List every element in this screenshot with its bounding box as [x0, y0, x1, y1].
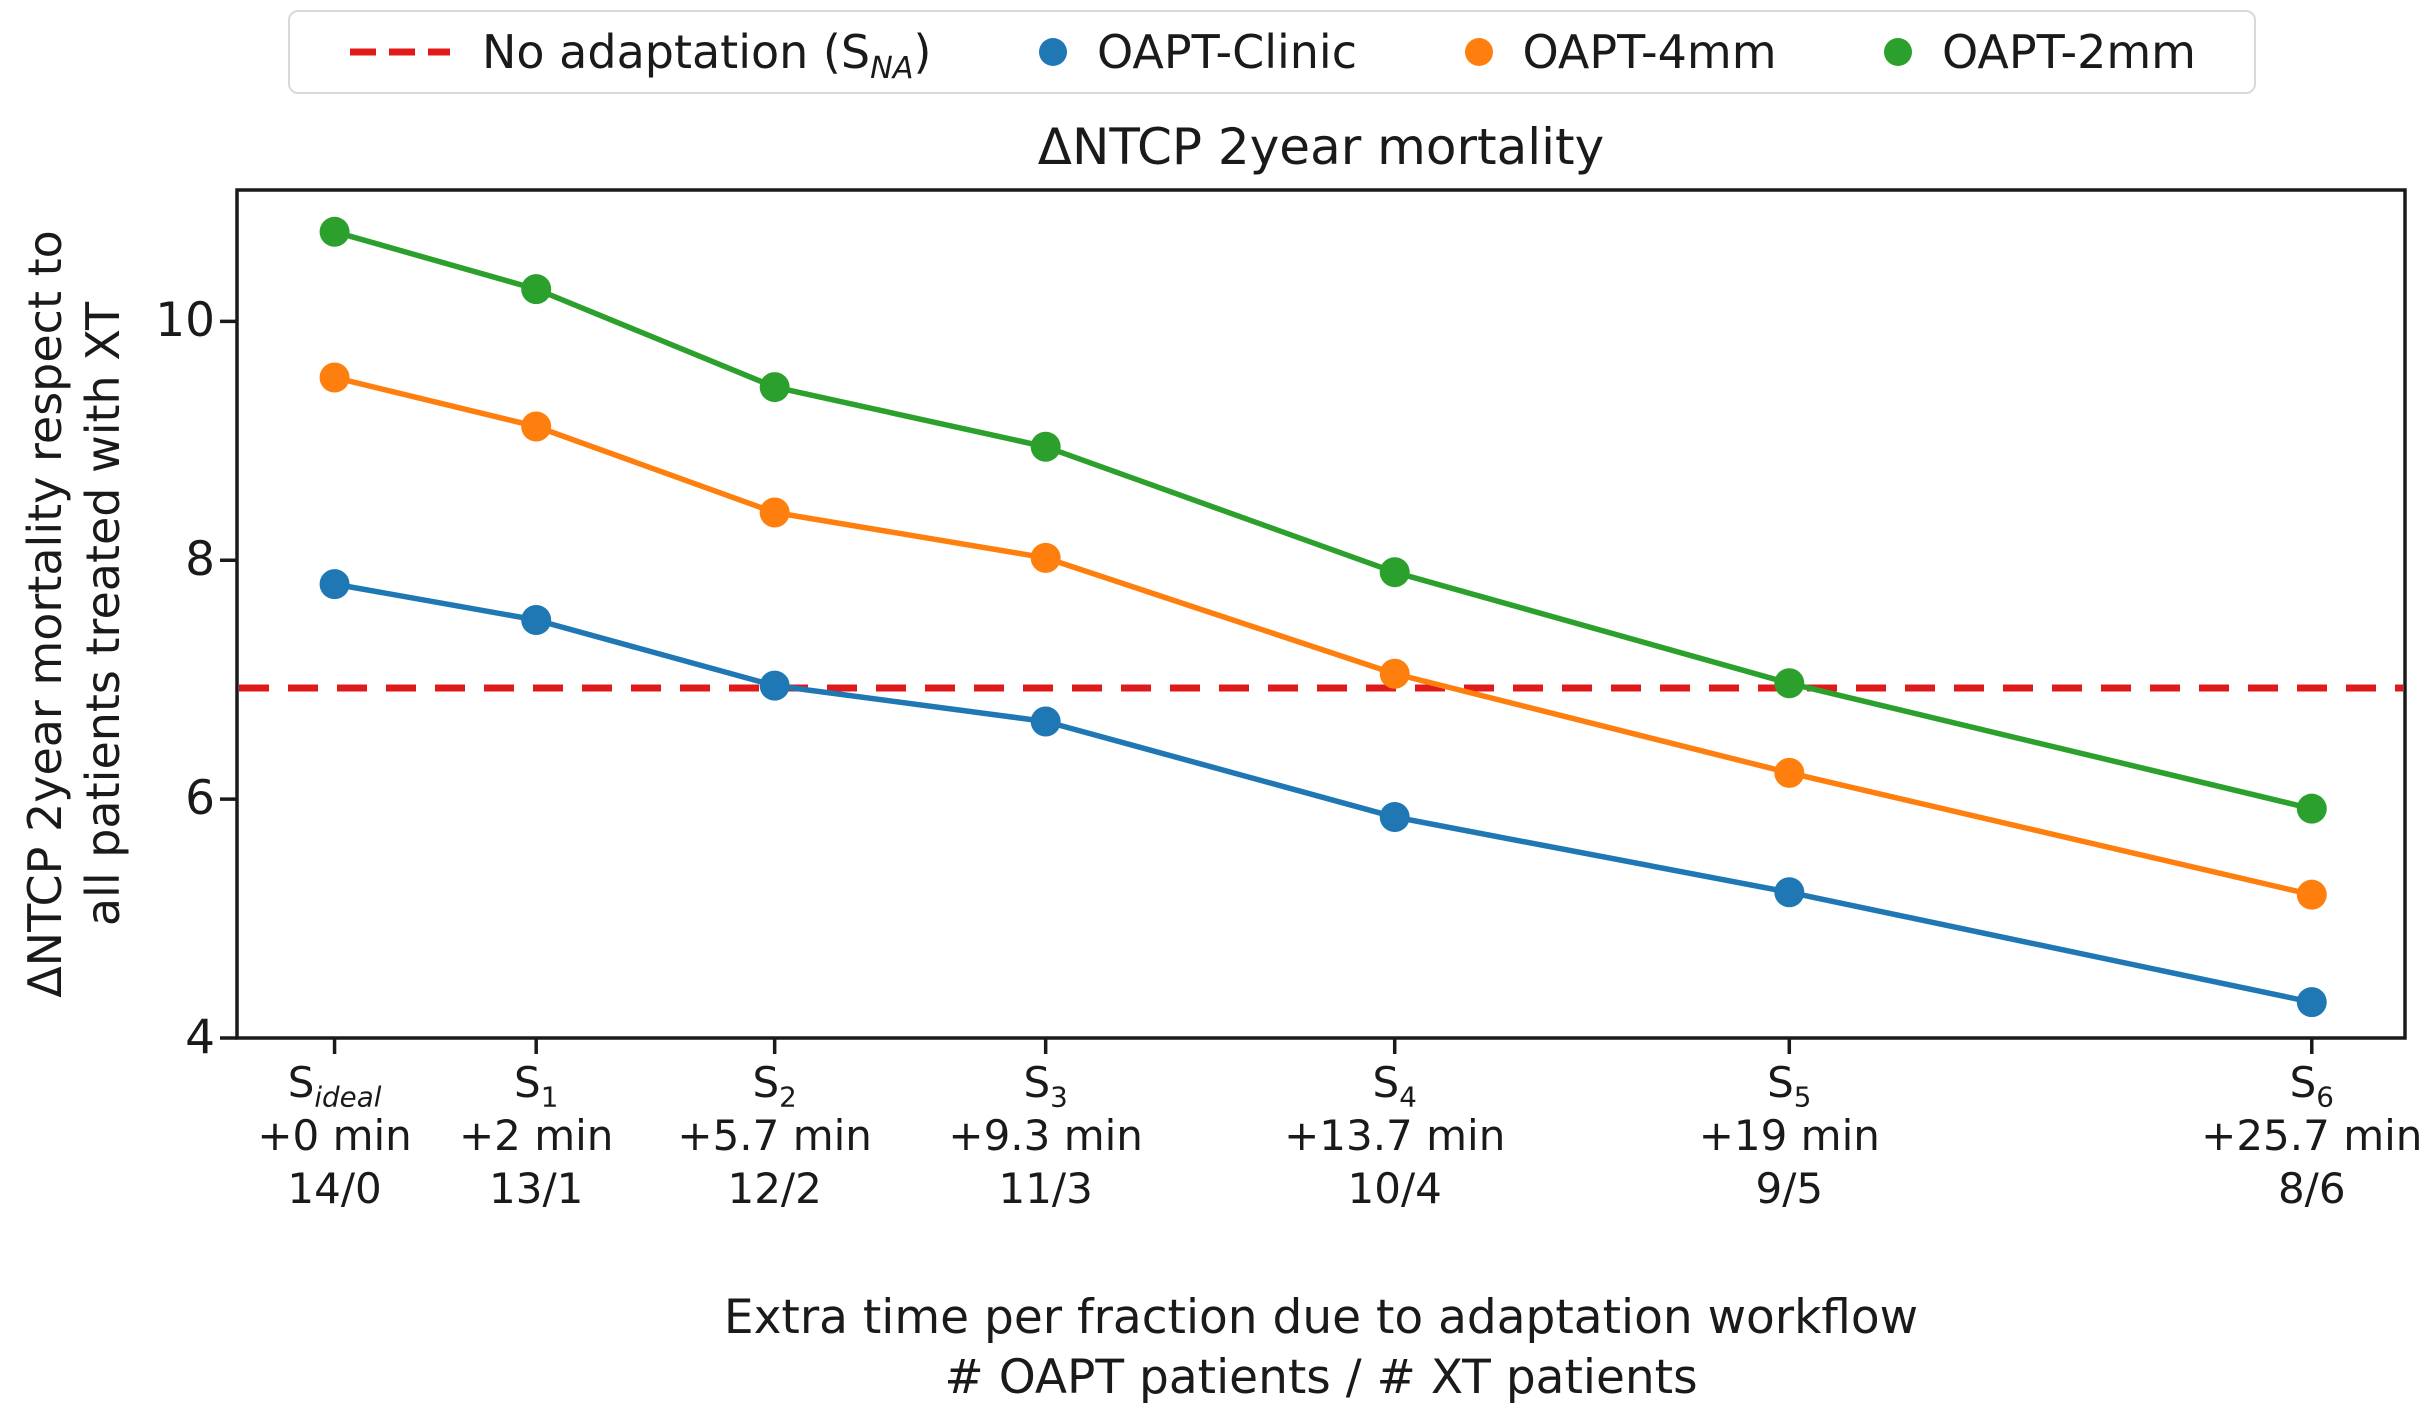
legend-item-oapt-clinic: OAPT-Clinic — [1039, 25, 1357, 79]
data-point-oapt-4mm — [759, 497, 790, 528]
legend-label: OAPT-2mm — [1942, 25, 2196, 79]
data-point-oapt-2mm — [1379, 557, 1410, 588]
series-line-oapt-2mm — [333, 229, 2313, 812]
data-point-oapt-2mm — [759, 372, 790, 403]
y-tick-label: 4 — [185, 1010, 215, 1065]
dot-icon — [1884, 38, 1913, 66]
data-point-oapt-clinic — [2296, 987, 2327, 1018]
data-point-oapt-4mm — [2296, 879, 2327, 910]
data-point-oapt-4mm — [1030, 542, 1061, 573]
data-point-oapt-clinic — [1774, 877, 1805, 908]
data-point-oapt-clinic — [759, 670, 790, 701]
chart-title: ΔNTCP 2year mortality — [1037, 118, 1605, 176]
data-point-oapt-4mm — [1379, 658, 1410, 689]
legend-label: OAPT-4mm — [1522, 25, 1777, 79]
x-tick-label: S3 +9.3 min 11/3 — [948, 1058, 1143, 1213]
legend-item-oapt-2mm: OAPT-2mm — [1884, 25, 2196, 79]
legend-label: OAPT-Clinic — [1097, 25, 1358, 79]
legend-label: No adaptation (SNA) — [482, 25, 932, 87]
y-tick-label: 10 — [155, 293, 215, 349]
data-point-oapt-4mm — [319, 362, 350, 393]
data-point-oapt-2mm — [2296, 793, 2327, 824]
y-axis-label: ΔNTCP 2year mortality respect to all pat… — [18, 230, 130, 998]
x-tick-label: Sideal +0 min 14/0 — [257, 1058, 412, 1213]
data-point-oapt-clinic — [319, 569, 350, 600]
dot-icon — [1464, 38, 1493, 66]
data-point-oapt-2mm — [319, 216, 350, 247]
legend: No adaptation (SNA) OAPT-Clinic OAPT-4mm… — [288, 10, 2256, 94]
x-tick-label: S1 +2 min 13/1 — [458, 1058, 614, 1213]
data-point-oapt-2mm — [1030, 431, 1061, 462]
data-point-oapt-clinic — [1030, 706, 1061, 737]
data-point-oapt-2mm — [1774, 668, 1805, 699]
series-line-oapt-4mm — [333, 374, 2313, 898]
dashed-line-icon — [350, 48, 450, 56]
axes-spines — [235, 188, 2407, 1040]
x-tick-label: S6 +25.7 min 8/6 — [2201, 1058, 2423, 1213]
data-point-oapt-clinic — [521, 604, 552, 635]
x-axis-label: Extra time per fraction due to adaptatio… — [723, 1290, 1919, 1405]
data-point-oapt-2mm — [521, 274, 552, 305]
data-point-oapt-clinic — [1379, 802, 1410, 833]
data-point-oapt-4mm — [521, 411, 552, 442]
legend-item-oapt-4mm: OAPT-4mm — [1464, 25, 1777, 79]
x-tick-label: S5 +19 min 9/5 — [1698, 1058, 1880, 1213]
y-tick-label: 6 — [185, 771, 215, 827]
x-tick-label: S2 +5.7 min 12/2 — [677, 1058, 872, 1213]
series-line-oapt-clinic — [334, 581, 2313, 1005]
data-point-oapt-4mm — [1774, 757, 1805, 788]
y-tick-label: 8 — [185, 532, 215, 588]
x-tick-label: S4 +13.7 min 10/4 — [1284, 1058, 1506, 1213]
dot-icon — [1039, 38, 1068, 66]
legend-item-no-adaptation: No adaptation (SNA) — [348, 25, 932, 87]
